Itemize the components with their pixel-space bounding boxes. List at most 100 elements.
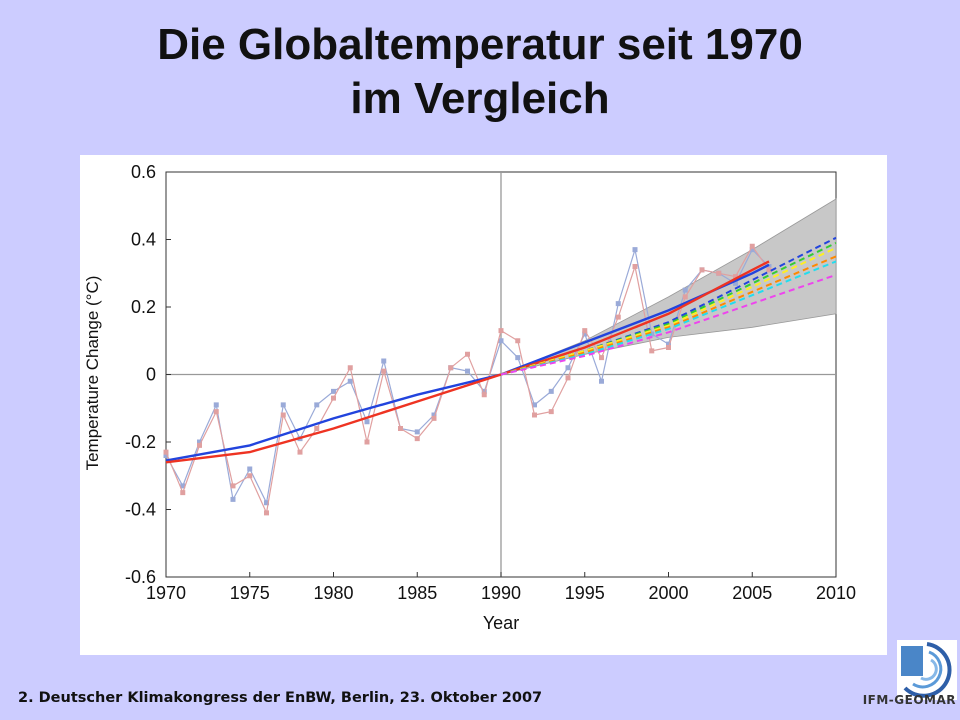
observation-point-1 xyxy=(465,368,470,374)
observation-point-1 xyxy=(682,287,688,293)
x-tick-label: 1980 xyxy=(313,583,353,603)
x-tick-label: 1970 xyxy=(146,583,186,603)
logo-text: IFM-GEOMAR xyxy=(862,693,956,707)
observation-point-2 xyxy=(398,426,403,431)
observation-point-1 xyxy=(264,500,269,506)
observation-point-2 xyxy=(632,264,638,269)
observation-point-1 xyxy=(565,365,571,371)
observation-point-2 xyxy=(448,365,454,371)
observation-point-2 xyxy=(749,243,755,249)
observation-point-1 xyxy=(481,388,487,394)
observation-point-1 xyxy=(414,429,420,435)
observation-point-1 xyxy=(331,388,336,394)
observation-point-1 xyxy=(599,378,604,384)
projection-line-6 xyxy=(500,273,837,376)
observation-point-1 xyxy=(498,338,504,344)
observation-point-2 xyxy=(733,274,738,280)
y-tick-label: -0.6 xyxy=(125,567,156,587)
observation-point-2 xyxy=(230,483,236,489)
observation-point-2 xyxy=(297,449,303,455)
observation-point-2 xyxy=(331,395,336,401)
observation-point-1 xyxy=(314,402,320,408)
y-tick-label: 0 xyxy=(146,365,156,385)
observation-point-2 xyxy=(280,412,286,418)
x-tick-label: 1995 xyxy=(565,583,605,603)
observation-point-2 xyxy=(532,412,537,418)
observation-point-2 xyxy=(465,351,470,357)
chart-panel: 1970 1975 1980 1985 1990 1995 2000 2005 2010 0.6 0… xyxy=(80,155,887,655)
observation-point-1 xyxy=(431,412,437,418)
tick-labels-layer: 1970 1975 1980 1985 1990 1995 2000 2005 2010 0.6 0… xyxy=(125,162,856,603)
projection-range-band xyxy=(500,198,837,375)
projection-line-1 xyxy=(500,236,837,376)
observation-point-2 xyxy=(548,409,554,415)
x-axis-label: Year xyxy=(483,613,519,633)
observation-point-2 xyxy=(314,426,320,431)
observation-point-2 xyxy=(565,375,571,381)
observation-point-2 xyxy=(364,439,370,445)
observation-point-1 xyxy=(548,388,554,394)
x-tick-label: 1985 xyxy=(397,583,437,603)
temperature-chart: 1970 1975 1980 1985 1990 1995 2000 2005 2010 0.6 0… xyxy=(83,162,856,633)
observation-point-2 xyxy=(766,267,772,273)
observation-point-1 xyxy=(632,247,638,253)
y-tick-label: 0.6 xyxy=(131,162,156,182)
observation-point-1 xyxy=(766,264,772,269)
x-tick-label: 2000 xyxy=(648,583,688,603)
y-tick-label: -0.4 xyxy=(125,500,156,520)
observation-point-1 xyxy=(515,355,521,361)
observation-line-2 xyxy=(165,245,770,515)
observation-point-2 xyxy=(599,355,604,361)
observations-layer xyxy=(163,243,772,516)
projection-range-layer xyxy=(500,198,837,375)
observation-point-2 xyxy=(264,510,269,516)
observation-point-2 xyxy=(247,473,253,479)
observation-point-1 xyxy=(347,378,353,384)
observation-point-1 xyxy=(749,247,755,253)
observation-point-2 xyxy=(699,267,705,273)
observation-point-2 xyxy=(347,365,353,371)
observation-point-2 xyxy=(197,442,202,448)
observation-point-1 xyxy=(247,466,253,472)
observation-point-2 xyxy=(582,328,588,334)
observation-point-1 xyxy=(163,453,169,458)
observation-point-1 xyxy=(532,402,537,408)
observation-point-2 xyxy=(431,415,437,421)
observation-point-1 xyxy=(230,496,236,502)
x-tick-label: 1990 xyxy=(481,583,521,603)
x-tick-label: 2010 xyxy=(816,583,856,603)
observation-point-2 xyxy=(666,345,671,350)
observation-point-2 xyxy=(716,270,722,276)
projection-line-2 xyxy=(500,241,837,376)
observation-point-1 xyxy=(666,341,671,347)
observation-point-1 xyxy=(582,331,588,337)
slide-title-line-1: Die Globaltemperatur seit 1970 xyxy=(157,20,803,69)
observation-point-2 xyxy=(414,436,420,442)
observation-point-2 xyxy=(163,449,169,455)
footer-text: 2. Deutscher Klimakongress der EnBW, Ber… xyxy=(18,690,543,706)
observation-point-2 xyxy=(213,409,219,415)
projection-line-4 xyxy=(500,255,837,376)
y-axis-label: Temperature Change (°C) xyxy=(83,276,102,471)
y-tick-label: 0.2 xyxy=(131,297,156,317)
observation-point-1 xyxy=(615,301,621,307)
observation-point-2 xyxy=(515,338,521,344)
observation-point-2 xyxy=(615,314,621,320)
observation-point-1 xyxy=(180,483,186,489)
y-tick-label: 0.4 xyxy=(131,230,156,250)
ifm-geomar-logo-icon xyxy=(897,640,957,700)
y-tick-label: -0.2 xyxy=(125,432,156,452)
x-tick-label: 1975 xyxy=(230,583,270,603)
projection-line-5 xyxy=(500,260,837,376)
observation-point-1 xyxy=(649,331,655,337)
observation-point-2 xyxy=(381,368,387,374)
observation-point-2 xyxy=(682,294,688,300)
observation-point-1 xyxy=(733,280,738,286)
observation-point-2 xyxy=(498,328,504,334)
observation-point-2 xyxy=(481,392,487,398)
slide-title: Die Globaltemperatur seit 1970 im Vergle… xyxy=(0,18,960,126)
observation-point-1 xyxy=(280,402,286,408)
observation-point-2 xyxy=(649,348,655,354)
slide-title-line-2: im Vergleich xyxy=(350,74,610,123)
observation-point-1 xyxy=(381,358,387,364)
